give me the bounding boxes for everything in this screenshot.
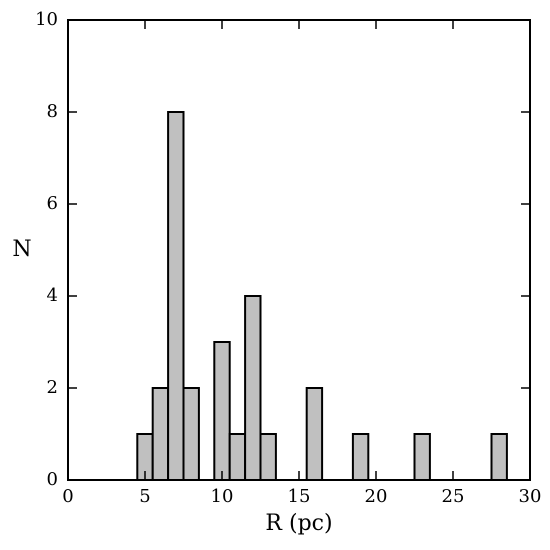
x-tick-label: 15	[288, 486, 311, 507]
histogram-bar-16	[305, 387, 324, 481]
x-tick-label: 30	[519, 486, 542, 507]
tick-labels-group: 0 5 10 15 20 25 30 0 2 4 6 8 10	[35, 9, 541, 507]
histogram-bar-12	[244, 295, 262, 481]
y-tick-label: 6	[47, 193, 58, 214]
ticks-group	[67, 19, 531, 481]
y-tick-label: 0	[47, 469, 58, 490]
histogram-bar-13	[259, 433, 277, 481]
y-tick-label: 10	[35, 9, 58, 30]
histogram-bar-7	[167, 111, 185, 481]
histogram-bar-11	[228, 433, 247, 481]
histogram-bar-6	[151, 387, 170, 481]
histogram-bar-10	[213, 341, 231, 481]
histogram-bar-19	[351, 433, 370, 481]
x-tick-label: 25	[442, 486, 465, 507]
x-tick-label: 20	[365, 486, 388, 507]
y-tick-label: 4	[47, 285, 58, 306]
y-tick-label: 8	[47, 101, 58, 122]
x-tick-label: 0	[62, 486, 73, 507]
bars-group	[136, 111, 508, 481]
x-axis-label: R (pc)	[265, 511, 332, 536]
x-tick-label: 10	[211, 486, 234, 507]
x-tick-label: 5	[139, 486, 150, 507]
y-tick-label: 2	[47, 377, 58, 398]
histogram-bar-23	[413, 433, 431, 481]
histogram-bar-28	[490, 433, 508, 481]
y-axis-label: N	[12, 237, 31, 262]
histogram-bar-8	[182, 387, 200, 481]
plot-frame	[67, 19, 531, 481]
